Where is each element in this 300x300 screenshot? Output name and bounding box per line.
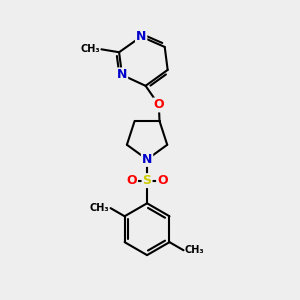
- Text: N: N: [142, 153, 152, 166]
- Text: CH₃: CH₃: [185, 245, 205, 255]
- Text: O: O: [157, 174, 168, 187]
- Text: N: N: [117, 68, 127, 81]
- Text: S: S: [142, 174, 152, 187]
- Text: CH₃: CH₃: [80, 44, 100, 54]
- Text: O: O: [154, 98, 164, 111]
- Text: O: O: [126, 174, 137, 187]
- Text: N: N: [136, 30, 146, 43]
- Text: CH₃: CH₃: [89, 203, 109, 213]
